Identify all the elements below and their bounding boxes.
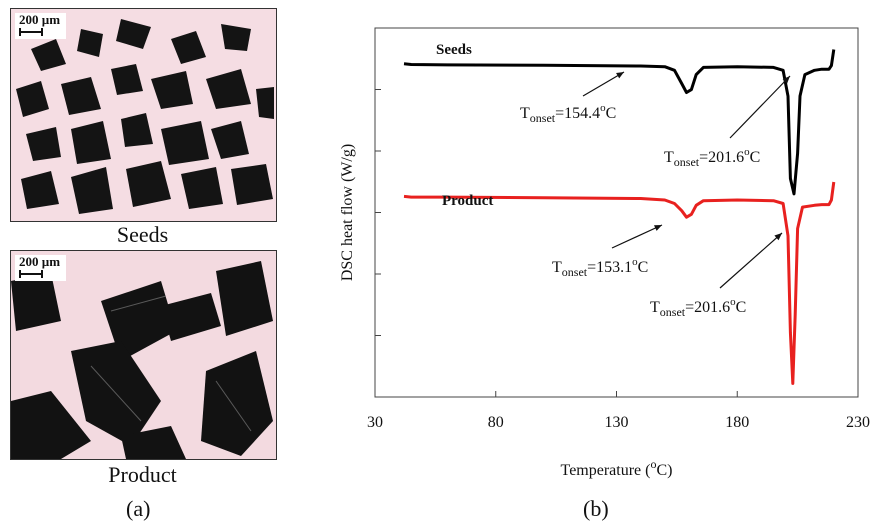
product-caption: Product bbox=[108, 462, 177, 487]
chart-axes: 30 80 130 180 230 Temperature (oC) DSC heat fl… bbox=[339, 27, 870, 479]
seeds-scalebar-bar bbox=[19, 28, 43, 36]
onset-annotation: Tonset=201.6oC bbox=[664, 75, 791, 169]
seeds-crystals-image bbox=[11, 9, 276, 221]
onset-arrow-line bbox=[729, 75, 791, 139]
series-label-seeds: Seeds bbox=[436, 42, 472, 58]
onset-annotation-label: Tonset=201.6oC bbox=[664, 146, 760, 169]
chart-annotations: Tonset=154.4oCTonset=201.6oCTonset=153.1… bbox=[520, 71, 791, 319]
series-label-product: Product bbox=[442, 193, 493, 209]
chart-series: Seeds Product bbox=[403, 42, 836, 385]
x-tick-label: 80 bbox=[488, 414, 504, 431]
seeds-scalebar: 200 µm bbox=[15, 12, 67, 39]
onset-arrow-head bbox=[616, 72, 624, 79]
onset-arrow-head bbox=[782, 76, 790, 84]
series-line-seeds bbox=[403, 49, 836, 196]
onset-arrow-line bbox=[719, 232, 783, 289]
product-scalebar-bar bbox=[19, 270, 43, 278]
onset-arrow-head bbox=[774, 233, 782, 241]
onset-arrow-line bbox=[611, 224, 663, 249]
onset-arrow-line bbox=[582, 71, 625, 97]
series-line-product bbox=[403, 181, 836, 385]
product-micrograph: 200 µm bbox=[10, 250, 277, 460]
seeds-caption: Seeds bbox=[116, 222, 169, 247]
panel-label-a: (a) bbox=[126, 496, 151, 521]
product-crystals-image bbox=[11, 251, 276, 459]
product-scalebar: 200 µm bbox=[15, 254, 67, 281]
x-tick-label: 30 bbox=[367, 414, 383, 431]
product-scalebar-label: 200 µm bbox=[19, 254, 61, 269]
seeds-micrograph: 200 µm bbox=[10, 8, 277, 222]
x-tick-label: 180 bbox=[725, 414, 749, 431]
onset-annotation: Tonset=154.4oC bbox=[520, 71, 625, 125]
onset-annotation-label: Tonset=201.6oC bbox=[650, 296, 746, 319]
y-axis-label: DSC heat flow (W/g) bbox=[339, 144, 356, 281]
onset-annotation-label: Tonset=154.4oC bbox=[520, 102, 616, 125]
x-tick-label: 130 bbox=[605, 414, 629, 431]
seeds-scalebar-label: 200 µm bbox=[19, 12, 61, 27]
panel-label-b: (b) bbox=[583, 496, 609, 521]
onset-arrow-head bbox=[654, 225, 662, 231]
onset-annotation: Tonset=201.6oC bbox=[650, 232, 783, 319]
onset-annotation: Tonset=153.1oC bbox=[552, 224, 663, 279]
onset-annotation-label: Tonset=153.1oC bbox=[552, 256, 648, 279]
x-axis-label: Temperature (oC) bbox=[561, 457, 673, 479]
x-tick-label: 230 bbox=[846, 414, 870, 431]
